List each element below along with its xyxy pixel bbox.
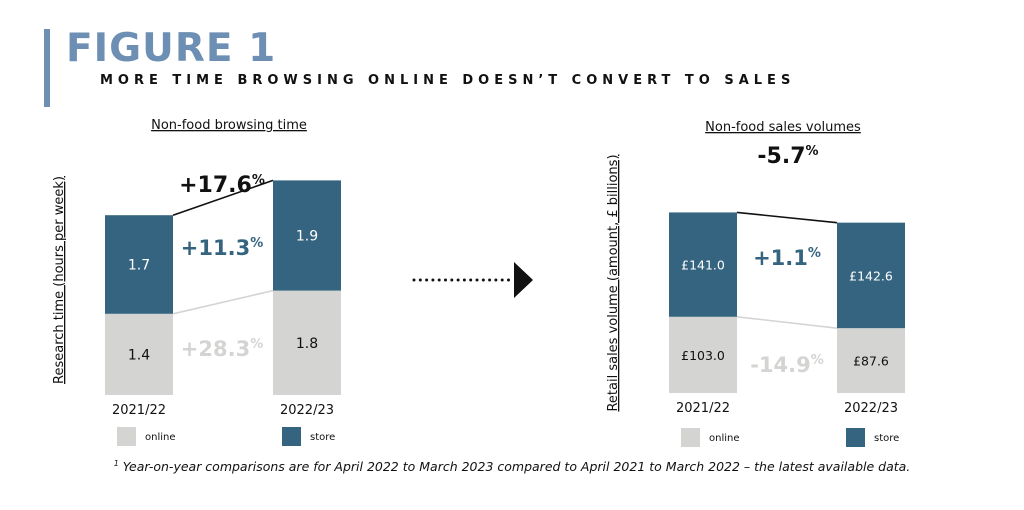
arrow-dot	[412, 278, 416, 282]
arrow-dot	[450, 278, 454, 282]
legend-label-online: online	[145, 432, 176, 443]
y-axis-label: Retail sales volume (amount, £ billions)	[606, 154, 621, 411]
legend-label-store: store	[310, 432, 335, 443]
change-total-label: -5.7%	[757, 144, 818, 169]
change-store-label: +11.3%	[181, 236, 263, 260]
arrow-dot	[431, 278, 435, 282]
bar-online-2022-23	[837, 328, 905, 393]
category-label: 2021/22	[676, 401, 730, 416]
arrow-head-icon	[514, 262, 533, 298]
bar-online-2022-23	[273, 290, 341, 395]
chart-title: Non-food browsing time	[151, 118, 307, 133]
category-label: 2022/23	[844, 401, 898, 416]
arrow-dot	[507, 278, 510, 282]
category-label: 2022/23	[280, 403, 334, 418]
footnote-marker: 1	[113, 459, 119, 468]
connector-online	[736, 315, 838, 329]
data-label-store: 1.9	[296, 229, 318, 245]
chart-area: Non-food browsing time Research time (hou…	[52, 118, 905, 447]
bar-store-2022-23	[273, 180, 341, 291]
legend-swatch-online	[117, 427, 136, 446]
chart-2: Non-food sales volumes Retail sales volum…	[606, 120, 905, 447]
change-online-label: +28.3%	[181, 337, 263, 361]
legend-swatch-store	[282, 427, 301, 446]
chart-title: Non-food sales volumes	[705, 120, 861, 135]
data-label-store: 1.7	[128, 258, 150, 274]
figure-subtitle: MORE TIME BROWSING ONLINE DOESN’T CONVER…	[100, 73, 796, 88]
y-axis-label: Research time (hours per week)	[52, 176, 67, 384]
dotted-arrow	[412, 262, 533, 298]
arrow-dot	[437, 278, 441, 282]
connector-online	[172, 289, 274, 315]
data-label-online: 1.8	[296, 336, 318, 352]
change-online-label: -14.9%	[750, 353, 824, 377]
connector-total	[736, 211, 838, 224]
legend-swatch-online	[681, 428, 700, 447]
data-label-online: £87.6	[853, 354, 889, 369]
accent-bar	[44, 29, 50, 107]
legend-swatch-store	[846, 428, 865, 447]
legend-label-online: online	[709, 433, 740, 444]
arrow-dot	[500, 278, 504, 282]
arrow-dot	[469, 278, 473, 282]
bar-store-2021-22	[669, 212, 737, 317]
arrow-dot	[494, 278, 498, 282]
arrow-dot	[418, 278, 422, 282]
data-label-online: £103.0	[681, 348, 725, 363]
bar-online-2021-22	[105, 313, 173, 395]
legend-label-store: store	[874, 433, 899, 444]
footnote: 1 Year-on-year comparisons are for April…	[0, 459, 1024, 474]
arrow-dot	[475, 278, 479, 282]
figure-title: FIGURE 1	[66, 26, 277, 71]
bar-store-2021-22	[105, 215, 173, 314]
arrow-dot	[425, 278, 429, 282]
arrow-dot	[456, 278, 460, 282]
connector-total	[172, 179, 274, 216]
footnote-text: Year-on-year comparisons are for April 2…	[122, 459, 911, 475]
data-label-store: £141.0	[681, 258, 725, 273]
chart-1: Non-food browsing time Research time (hou…	[52, 118, 341, 446]
arrow-dot	[481, 278, 485, 282]
data-label-store: £142.6	[849, 268, 893, 283]
data-label-online: 1.4	[128, 347, 150, 363]
bar-store-2022-23	[837, 222, 905, 329]
category-label: 2021/22	[112, 403, 166, 418]
bar-online-2021-22	[669, 316, 737, 393]
arrow-dot	[444, 278, 447, 282]
change-total-label: +17.6%	[179, 173, 265, 198]
change-store-label: +1.1%	[753, 246, 821, 270]
arrow-dot	[488, 278, 492, 282]
arrow-dot	[462, 278, 466, 282]
